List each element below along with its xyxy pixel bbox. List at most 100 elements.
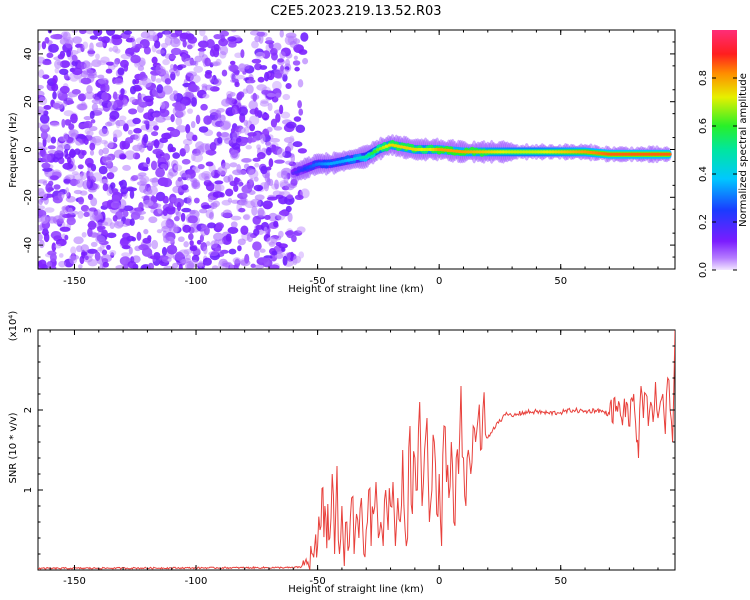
noise-cell	[136, 231, 142, 241]
noise-cell	[56, 144, 64, 154]
noise-cell	[191, 181, 201, 190]
x-tick-label: -50	[309, 276, 325, 287]
noise-cell	[257, 257, 269, 263]
noise-cell	[211, 61, 221, 66]
noise-cell	[94, 138, 102, 146]
noise-cell	[142, 199, 154, 207]
noise-cell	[92, 210, 102, 221]
noise-cell	[99, 179, 109, 184]
noise-cell	[188, 233, 194, 241]
noise-cell	[87, 48, 95, 57]
noise-cell	[285, 183, 295, 191]
noise-cell	[73, 236, 84, 245]
signal-core	[565, 150, 570, 154]
noise-cell	[156, 84, 164, 94]
noise-cell	[186, 195, 193, 206]
noise-cell	[160, 101, 166, 110]
noise-cell	[93, 30, 103, 37]
x-tick-label: 50	[554, 576, 567, 587]
noise-cell	[83, 120, 93, 129]
noise-cell	[46, 261, 53, 269]
noise-cell	[148, 216, 158, 224]
noise-cell	[131, 255, 141, 264]
noise-cell	[113, 78, 124, 85]
noise-cell	[161, 256, 172, 263]
noise-cell	[98, 128, 110, 137]
noise-cell	[266, 93, 276, 98]
noise-cell	[239, 259, 251, 267]
signal-core	[583, 150, 588, 154]
noise-cell	[118, 180, 124, 186]
signal-core	[483, 150, 488, 154]
signal-core	[650, 152, 655, 156]
noise-cell	[251, 58, 262, 64]
signal-core	[594, 151, 599, 155]
noise-cell	[234, 74, 245, 80]
y-tick-label: 0	[23, 146, 34, 152]
noise-cell	[237, 238, 246, 246]
noise-cell	[223, 175, 231, 183]
noise-cell	[92, 172, 103, 182]
noise-cell	[93, 107, 104, 113]
noise-cell	[49, 175, 59, 181]
noise-cell	[252, 215, 262, 225]
noise-cell	[276, 148, 286, 158]
noise-cell	[198, 126, 209, 133]
noise-cell	[155, 49, 166, 55]
noise-cell	[269, 138, 281, 143]
noise-cell	[254, 162, 260, 168]
noise-cell	[143, 133, 149, 144]
noise-cell	[161, 177, 173, 188]
noise-cell	[231, 199, 240, 204]
noise-cell	[163, 234, 170, 244]
noise-cell	[173, 164, 183, 172]
x-tick-label: 50	[554, 276, 567, 287]
noise-cell	[39, 114, 50, 124]
signal-core	[515, 150, 520, 154]
signal-core	[571, 150, 576, 154]
noise-cell	[38, 209, 46, 216]
noise-cell	[71, 67, 83, 76]
noise-cell	[169, 93, 178, 102]
noise-cell	[282, 68, 289, 76]
noise-cell	[84, 30, 95, 35]
noise-cell	[248, 100, 258, 111]
signal-core	[440, 148, 445, 152]
signal-core	[442, 148, 447, 152]
noise-cell	[128, 247, 133, 255]
noise-cell	[168, 202, 174, 209]
noise-cell	[245, 144, 252, 150]
noise-cell	[218, 38, 229, 47]
noise-cell	[268, 212, 278, 222]
noise-cell	[166, 221, 176, 229]
noise-cell	[100, 139, 108, 145]
noise-cell	[238, 63, 245, 72]
noise-cell	[294, 66, 300, 72]
noise-cell	[285, 121, 297, 129]
snr-y-label: SNR (10 * v/v)	[8, 412, 19, 483]
noise-cell	[73, 55, 79, 62]
noise-cell	[47, 250, 57, 256]
noise-cell	[40, 131, 48, 140]
noise-cell	[275, 194, 284, 199]
snr-y-ticks: 1 2 3	[23, 327, 675, 555]
colorbar-tick-label: 0.8	[698, 70, 709, 86]
noise-cell	[63, 178, 72, 184]
snr-x-label: Height of straight line (km)	[288, 584, 424, 595]
noise-cell	[186, 71, 198, 77]
noise-cell	[42, 153, 52, 163]
noise-cell	[273, 220, 279, 228]
noise-cell	[102, 147, 110, 155]
chart-title: C2E5.2023.219.13.52.R03	[270, 4, 441, 19]
noise-cell	[79, 30, 87, 35]
noise-cell	[160, 163, 168, 169]
signal-core	[597, 151, 602, 155]
noise-cell	[64, 119, 72, 126]
noise-cell	[259, 65, 268, 70]
noise-cell	[135, 210, 147, 215]
signal-core	[618, 152, 623, 156]
noise-cell	[242, 189, 248, 200]
noise-cell	[284, 230, 294, 236]
noise-cell	[170, 196, 177, 203]
signal-core	[556, 150, 561, 154]
